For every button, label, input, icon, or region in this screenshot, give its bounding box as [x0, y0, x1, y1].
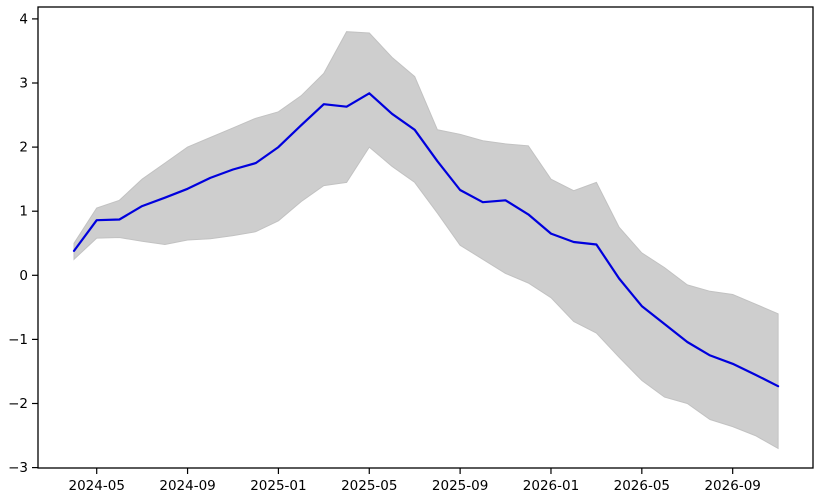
- plot-frame: [37, 6, 814, 469]
- x-axis-tick-label: 2025-05: [341, 478, 397, 494]
- x-axis-tick-label: 2025-09: [432, 478, 488, 494]
- y-axis-tick-label: −3: [8, 460, 28, 476]
- forecast-line: [72, 92, 780, 388]
- x-axis-tick-label: 2024-05: [69, 478, 125, 494]
- y-axis-tick-label: 3: [19, 76, 28, 92]
- x-axis-tick-label: 2024-09: [159, 478, 215, 494]
- x-axis-tick-label: 2025-01: [250, 478, 306, 494]
- y-axis-tick-label: −1: [8, 332, 28, 348]
- confidence-interval: [73, 31, 779, 450]
- x-axis-tick-label: 2026-09: [704, 478, 760, 494]
- x-axis-tick-label: 2026-01: [523, 478, 579, 494]
- y-axis-tick-label: 4: [19, 11, 28, 27]
- x-axis: 2024-05 2024-09 2025-01 2025-05 2025-09 2026-…: [69, 468, 761, 494]
- y-axis-tick-label: 1: [19, 204, 28, 220]
- y-axis-tick-label: −2: [8, 396, 28, 412]
- x-axis-tick-label: 2026-05: [614, 478, 670, 494]
- y-axis-tick-label: 0: [19, 268, 28, 284]
- y-axis: −3 −2 −1 0 1 2 3 4: [8, 11, 38, 476]
- forecast-line-group: [72, 92, 780, 388]
- confidence-band-group: [73, 31, 779, 450]
- y-axis-tick-label: 2: [19, 140, 28, 156]
